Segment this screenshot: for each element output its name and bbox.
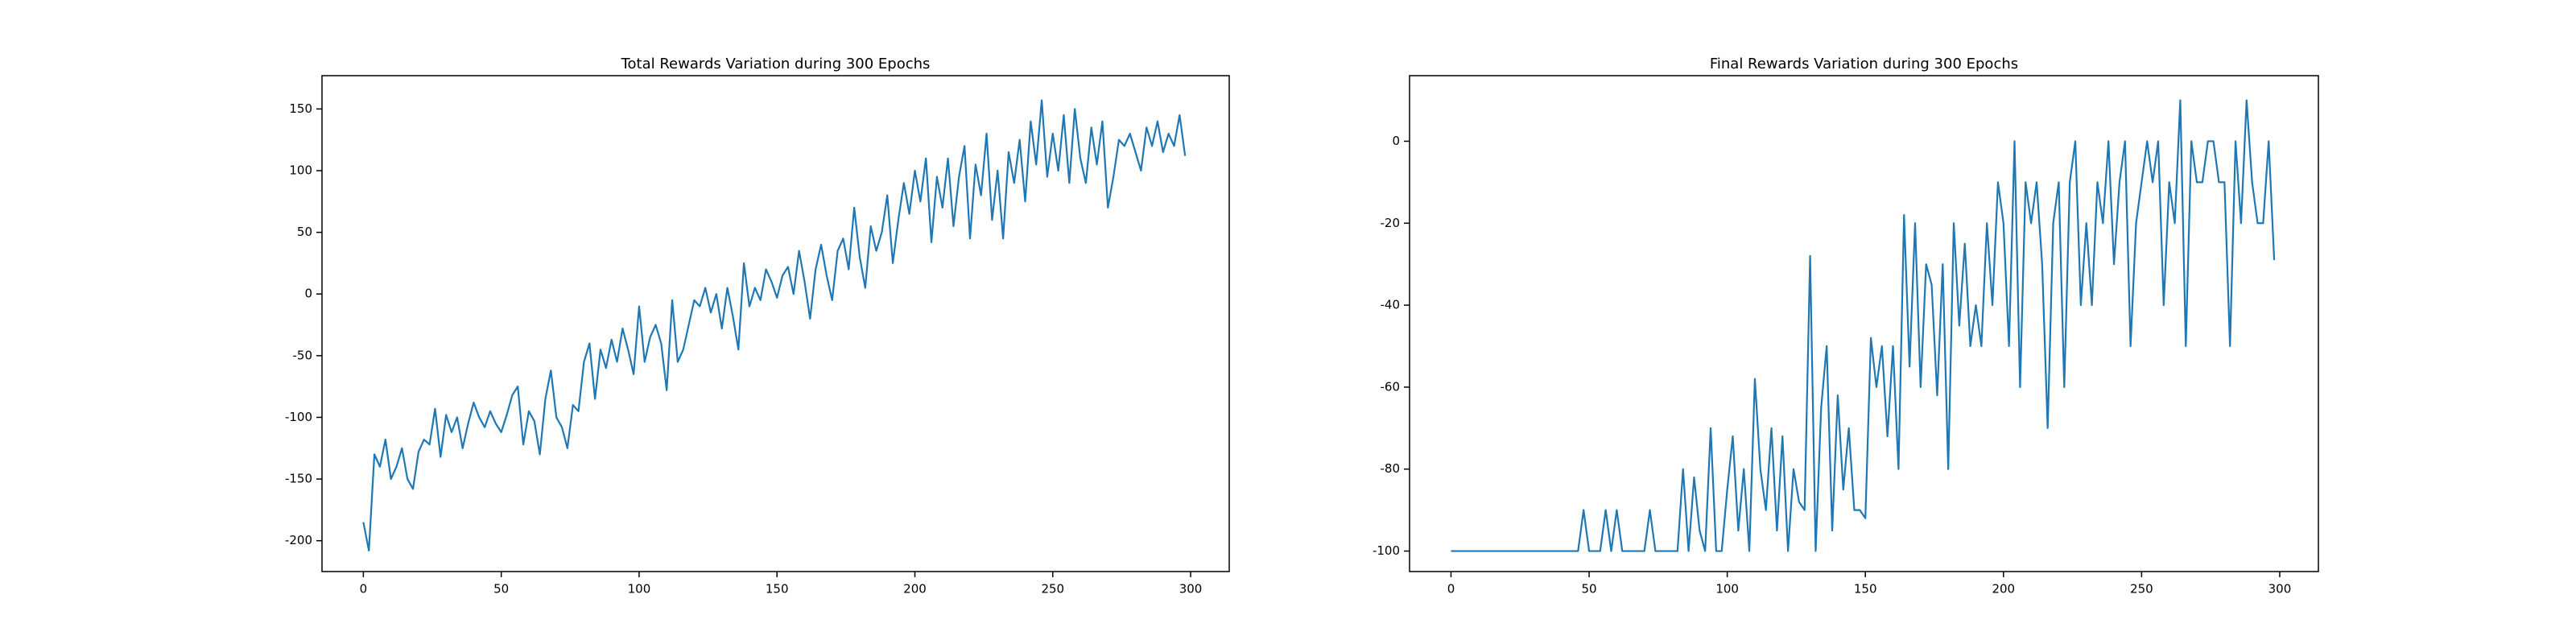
y-tick-label: -100 [1373, 543, 1400, 558]
data-line [1451, 99, 2276, 552]
x-tick-label: 100 [628, 582, 651, 597]
x-tick-label: 250 [1041, 582, 1064, 597]
x-tick-label: 100 [1715, 582, 1739, 597]
chart-title: Total Rewards Variation during 300 Epoch… [621, 56, 931, 72]
x-tick-label: 50 [1582, 582, 1597, 597]
y-tick-label: -150 [285, 472, 312, 486]
chart-title: Final Rewards Variation during 300 Epoch… [1710, 56, 2018, 72]
y-tick-label: -200 [285, 533, 312, 547]
y-tick-label: -40 [1381, 298, 1401, 312]
x-tick-label: 200 [1992, 582, 2015, 597]
y-tick-label: 0 [304, 287, 312, 301]
y-tick-label: 150 [289, 101, 312, 116]
x-tick-label: 50 [493, 582, 509, 597]
x-tick-label: 200 [903, 582, 927, 597]
data-line [362, 99, 1187, 552]
y-tick-label: 0 [1392, 134, 1400, 148]
y-tick-label: -50 [293, 348, 313, 362]
x-tick-label: 0 [360, 582, 368, 597]
x-tick-label: 0 [1447, 582, 1455, 597]
plot-frame [321, 75, 1230, 572]
plot-frame [1409, 75, 2319, 572]
x-tick-label: 150 [1854, 582, 1877, 597]
y-tick-label: -60 [1381, 379, 1401, 394]
x-tick-label: 150 [766, 582, 789, 597]
y-tick-label: 50 [297, 225, 312, 239]
x-tick-label: 300 [2268, 582, 2292, 597]
y-tick-label: -20 [1381, 216, 1401, 230]
y-tick-label: -100 [285, 410, 312, 424]
y-tick-label: -80 [1381, 461, 1401, 476]
x-tick-label: 300 [1179, 582, 1203, 597]
y-tick-label: 100 [289, 163, 312, 177]
x-tick-label: 250 [2130, 582, 2153, 597]
